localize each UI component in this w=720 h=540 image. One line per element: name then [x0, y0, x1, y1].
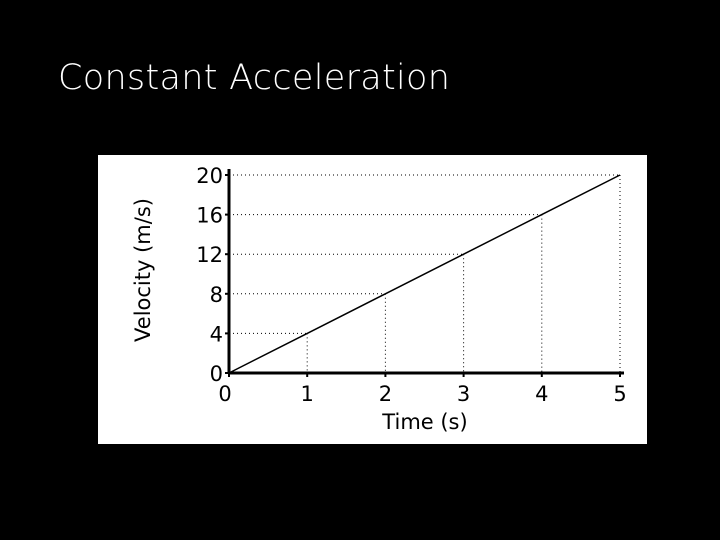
y-tick-label: 12: [196, 243, 223, 267]
x-tick-label: 5: [613, 382, 626, 406]
y-tick-label: 0: [210, 362, 223, 386]
x-tick-label: 1: [301, 382, 314, 406]
x-axis-title: Time (s): [381, 410, 467, 434]
y-tick-label: 16: [196, 204, 223, 228]
x-tick-label: 2: [379, 382, 392, 406]
x-tick-label: 3: [457, 382, 470, 406]
slide-title: Constant Acceleration: [58, 58, 451, 98]
x-tick-label: 0: [218, 382, 231, 406]
y-axis-title: Velocity (m/s): [131, 198, 155, 342]
x-tick-label: 4: [535, 382, 548, 406]
y-tick-label: 20: [196, 164, 223, 188]
y-tick-label: 8: [210, 283, 223, 307]
y-tick-label: 4: [210, 322, 223, 346]
data-line: [228, 174, 621, 374]
